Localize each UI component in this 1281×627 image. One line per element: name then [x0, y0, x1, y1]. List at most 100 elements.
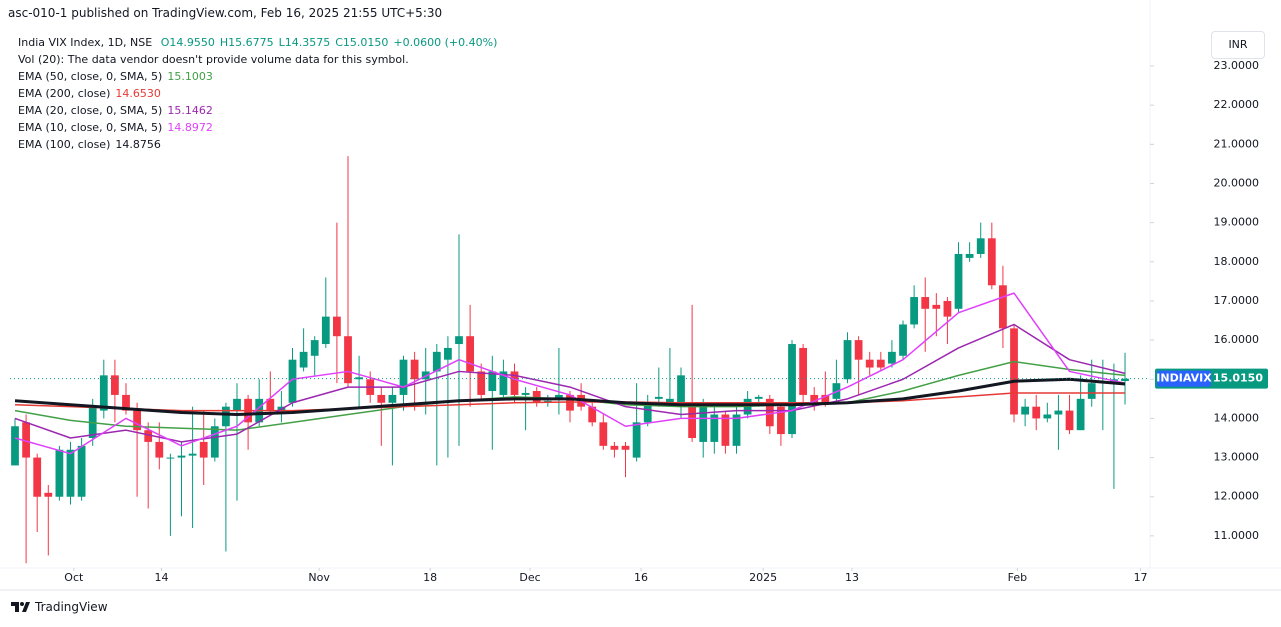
candle-body [921, 297, 930, 309]
candle-body [1121, 378, 1129, 382]
x-tick-label: Dec [519, 571, 540, 584]
x-tick-label: Feb [1008, 571, 1027, 584]
candle-body [987, 238, 996, 286]
candle-body [321, 316, 330, 345]
candle-body [77, 445, 86, 497]
ohlc-value: H15.6775 [219, 36, 274, 49]
ohlc-value: O14.9550 [160, 36, 215, 49]
x-tick-label: Nov [308, 571, 330, 584]
candle-body [399, 359, 408, 395]
candle-body [876, 359, 885, 368]
legend-value: 14.8972 [167, 121, 213, 134]
candle-body [66, 449, 75, 497]
ohlc-value: L14.3575 [278, 36, 331, 49]
y-tick-label: 13.0000 [1214, 451, 1260, 464]
legend-entry: EMA (200, close) 14.6530 [18, 85, 502, 102]
candle-body [344, 336, 352, 384]
candle-body [222, 406, 230, 427]
legend-name: EMA (50, close, 0, SMA, 5) [18, 70, 163, 83]
candle-body [943, 300, 952, 317]
candle-body [999, 285, 1007, 329]
candle-body [233, 398, 241, 411]
candle-body [1043, 414, 1052, 419]
candle-body [1087, 383, 1096, 399]
candle-body [976, 238, 985, 254]
y-tick-label: 16.0000 [1214, 333, 1260, 346]
ema-line [14, 292, 1126, 455]
candle-body [599, 422, 608, 446]
candle-body [99, 375, 108, 411]
candle-body [932, 304, 941, 309]
note: Vol (20): The data vendor doesn't provid… [18, 53, 409, 66]
currency-button[interactable]: INR [1211, 31, 1265, 59]
candle-body [632, 422, 641, 458]
ohlc-value: C15.0150 [335, 36, 389, 49]
candle-body [488, 371, 497, 392]
price-tag-name-bg [1157, 370, 1211, 387]
x-tick-label: Oct [64, 571, 84, 584]
candle-body [111, 375, 119, 395]
candle-body [22, 422, 30, 458]
candle-body [821, 394, 830, 403]
y-tick-label: 22.0000 [1214, 98, 1260, 111]
candle-body [721, 414, 730, 446]
candle-body [555, 394, 563, 399]
candle-body [388, 394, 397, 403]
candle-body [521, 392, 530, 395]
legend-value: 14.8756 [115, 138, 161, 151]
candle-body [910, 297, 919, 325]
y-tick-label: 21.0000 [1214, 137, 1260, 150]
candle-body [954, 253, 963, 309]
candle-body [710, 414, 719, 442]
publish-header: asc-010-1 published on TradingView.com, … [8, 6, 443, 20]
candle-body [377, 394, 386, 403]
y-tick-label: 17.0000 [1214, 294, 1260, 307]
legend-value: 15.1003 [167, 70, 213, 83]
legend: India VIX Index, 1D, NSE O14.9550 H15.677… [18, 34, 502, 153]
candle-body [854, 340, 863, 360]
legend-entry: EMA (10, close, 0, SMA, 5) 14.8972 [18, 119, 502, 136]
candle-body [499, 371, 508, 395]
x-tick-label: 13 [845, 571, 859, 584]
candle-body [510, 371, 519, 395]
candle-body [799, 347, 808, 395]
candle-body [788, 344, 796, 435]
candle-body [466, 336, 474, 372]
candle-body [765, 398, 774, 427]
symbol-title: India VIX Index, 1D, NSE [18, 36, 153, 49]
x-tick-label: 16 [634, 571, 648, 584]
candle-body [33, 457, 42, 497]
candle-body [133, 410, 141, 431]
x-tick-label: 18 [423, 571, 437, 584]
candle-body [1021, 406, 1030, 415]
candle-body [155, 441, 164, 458]
candle-body [166, 457, 175, 459]
candle-body [266, 398, 275, 411]
ema-line [14, 323, 1126, 443]
legend-name: EMA (200, close) [18, 87, 111, 100]
legend-name: EMA (20, close, 0, SMA, 5) [18, 104, 163, 117]
candle-body [754, 396, 763, 399]
tv-logo [11, 602, 30, 612]
legend-entry: EMA (100, close) 14.8756 [18, 136, 502, 153]
legend-value: 14.6530 [115, 87, 161, 100]
candle-body [643, 402, 652, 423]
candle-body [44, 492, 53, 497]
y-tick-label: 14.0000 [1214, 411, 1260, 424]
symbol-legend: India VIX Index, 1D, NSE O14.9550 H15.677… [18, 34, 502, 51]
candle-body [310, 340, 319, 356]
candle-body [410, 359, 419, 380]
y-tick-label: 19.0000 [1214, 216, 1260, 229]
candle-body [688, 406, 696, 439]
volume-note: Vol (20): The data vendor doesn't provid… [18, 51, 502, 68]
candle-body [355, 377, 363, 380]
candle-body [1065, 410, 1074, 431]
candle-body [210, 426, 219, 458]
legend-value: 15.1462 [167, 104, 213, 117]
legend-name: EMA (10, close, 0, SMA, 5) [18, 121, 163, 134]
x-tick-label: 2025 [749, 571, 777, 584]
y-tick-label: 11.0000 [1214, 529, 1260, 542]
candle-body [444, 347, 452, 360]
candle-body [177, 455, 186, 458]
